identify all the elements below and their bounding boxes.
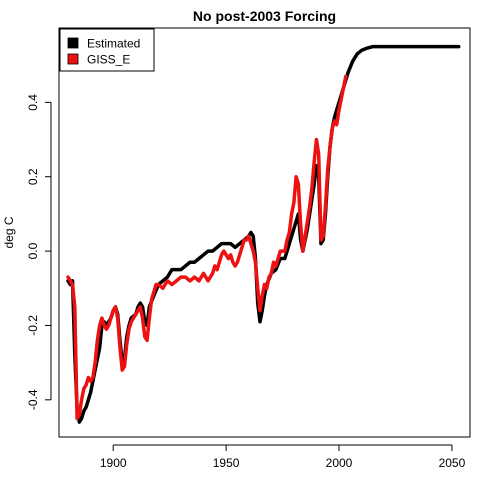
- x-tick-label: 2050: [439, 456, 466, 470]
- y-axis-label: deg C: [2, 216, 16, 248]
- series-layer: [66, 44, 461, 424]
- legend-label: GISS_E: [87, 53, 130, 67]
- x-tick-label: 1950: [213, 456, 240, 470]
- chart-title: No post-2003 Forcing: [193, 8, 336, 24]
- y-tick-label: 0.0: [26, 242, 40, 259]
- series-line-giss-e: [66, 74, 348, 421]
- plot-frame: [58, 27, 471, 438]
- y-tick-label: 0.4: [26, 94, 40, 111]
- y-tick-label: 0.2: [26, 168, 40, 185]
- y-tick-label: -0.2: [26, 315, 40, 336]
- legend-swatch: [67, 37, 79, 49]
- legend-label: Estimated: [87, 37, 140, 51]
- x-axis: 1900 1950 2000 2050: [100, 444, 466, 470]
- y-axis: -0.4 -0.2 0.0 0.2 0.4: [26, 94, 52, 410]
- series-line-estimated: [66, 44, 461, 424]
- x-tick-label: 1900: [100, 456, 127, 470]
- y-tick-label: -0.4: [26, 389, 40, 410]
- legend-swatch: [67, 53, 79, 65]
- legend: Estimated GISS_E: [59, 28, 155, 72]
- x-tick-label: 2000: [326, 456, 353, 470]
